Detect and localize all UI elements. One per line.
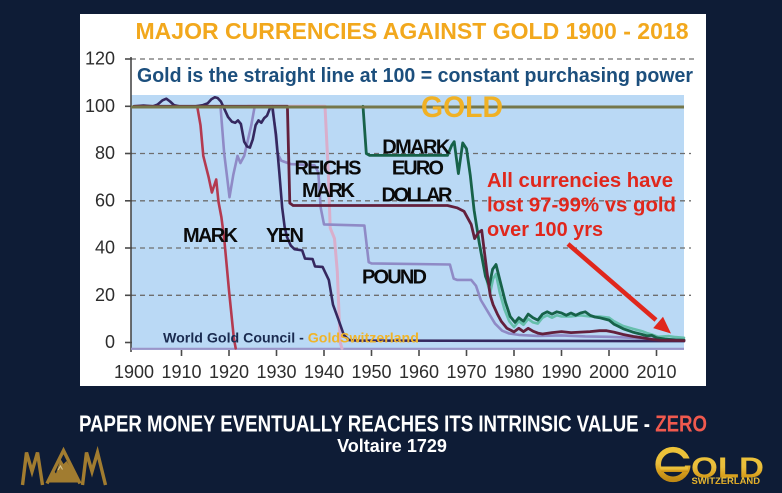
svg-text:OLD: OLD [691,453,764,485]
svg-text:DMARK: DMARK [382,137,451,159]
svg-text:REICHS: REICHS [295,158,362,180]
svg-text:100: 100 [85,96,115,116]
svg-text:World Gold Council - GoldSwitz: World Gold Council - GoldSwitzerland [163,331,419,347]
svg-text:2000: 2000 [589,362,629,382]
svg-text:1910: 1910 [161,362,201,382]
svg-text:PAPER MONEY EVENTUALLY REACHES: PAPER MONEY EVENTUALLY REACHES ITS INTRI… [79,411,707,437]
svg-text:YEN: YEN [266,225,304,247]
svg-text:120: 120 [85,49,115,69]
svg-text:2010: 2010 [636,362,676,382]
svg-text:20: 20 [95,285,115,305]
svg-text:All currencies have: All currencies have [487,170,673,192]
svg-text:MAJOR CURRENCIES AGAINST GOLD: MAJOR CURRENCIES AGAINST GOLD 1900 - 201… [136,18,689,44]
svg-text:POUND: POUND [362,267,427,289]
svg-text:lost 97-99% vs gold: lost 97-99% vs gold [487,195,676,217]
svg-text:60: 60 [95,190,115,210]
svg-text:80: 80 [95,143,115,163]
svg-text:0: 0 [105,332,115,352]
svg-text:Voltaire 1729: Voltaire 1729 [337,436,447,456]
svg-text:MARK: MARK [183,225,239,247]
svg-text:GOLD: GOLD [421,91,503,124]
svg-text:1980: 1980 [494,362,534,382]
svg-text:1960: 1960 [399,362,439,382]
svg-text:40: 40 [95,238,115,258]
svg-text:EURO: EURO [392,158,444,180]
svg-text:1930: 1930 [256,362,296,382]
svg-text:DOLLAR: DOLLAR [382,184,454,206]
svg-text:1950: 1950 [351,362,391,382]
svg-text:1940: 1940 [304,362,344,382]
svg-text:over 100 yrs: over 100 yrs [487,219,603,241]
svg-text:1970: 1970 [446,362,486,382]
svg-text:1920: 1920 [209,362,249,382]
svg-text:MARK: MARK [302,180,356,202]
svg-text:Gold is the straight line at 1: Gold is the straight line at 100 = const… [137,65,693,87]
svg-text:1990: 1990 [541,362,581,382]
svg-text:1900: 1900 [114,362,154,382]
svg-text:SWITZERLAND: SWITZERLAND [692,476,761,487]
